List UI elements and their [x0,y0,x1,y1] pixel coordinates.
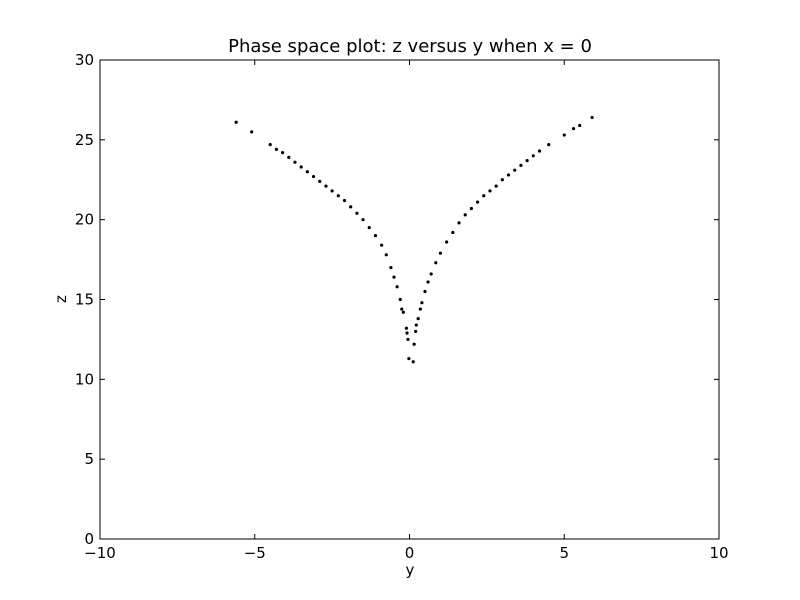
y-axis: 0 5 10 15 20 25 30 [75,51,719,548]
data-point [457,221,461,225]
data-point [305,170,309,174]
data-point [384,253,388,257]
data-point [590,115,594,120]
points-layer [234,115,594,364]
y-tick-label: 30 [75,51,94,69]
data-point [469,206,473,211]
data-point [475,200,480,204]
y-tick-label: 25 [75,131,94,149]
data-point [451,230,455,235]
data-point [500,178,504,182]
data-point [525,158,529,163]
data-point [571,127,576,131]
data-point [293,160,297,164]
data-point [434,261,438,265]
data-point [355,211,359,215]
data-point [438,251,443,255]
data-point [407,356,411,361]
data-point [324,184,328,188]
y-tick-label: 15 [75,291,94,309]
x-tick-label: 0 [405,544,415,562]
x-tick-label: −5 [244,544,266,562]
data-point [318,179,322,183]
data-point [405,331,409,335]
x-tick-label: 5 [559,544,569,562]
data-point [562,133,566,137]
data-point [420,301,424,305]
data-point [349,205,353,209]
data-point [423,289,427,294]
data-point [506,173,511,177]
data-point [395,285,399,289]
data-point [411,360,415,364]
data-point [274,147,279,152]
data-point [392,275,396,279]
data-point [513,168,517,172]
data-point [336,194,340,198]
data-point [400,307,404,311]
data-point [416,317,420,321]
y-axis-label: z [52,295,70,303]
data-point [482,194,486,198]
x-tick-label: 10 [709,544,728,562]
data-point [412,342,416,346]
data-point [406,337,410,342]
data-point [426,280,430,284]
data-point [445,240,449,244]
plot-frame [99,59,720,540]
data-point [330,189,334,193]
data-point [531,154,535,158]
y-tick-label: 10 [75,370,94,388]
data-point [342,198,347,203]
data-point [463,213,467,217]
data-point [414,323,418,327]
data-point [414,329,418,334]
y-tick-label: 20 [75,211,94,229]
data-point [418,307,422,311]
data-point [429,272,433,276]
data-point [494,184,498,188]
data-point [250,130,254,134]
chart-title: Phase space plot: z versus y when x = 0 [228,36,592,57]
data-point [404,326,408,330]
x-tick-label: −10 [84,544,116,562]
data-point [389,265,393,270]
data-point [537,149,542,153]
data-point [311,174,316,179]
data-point [361,218,365,222]
y-tick-label: 0 [84,530,94,548]
y-tick-label: 5 [84,450,94,468]
data-point [547,143,551,147]
data-point [519,163,523,167]
data-point [268,143,272,147]
data-point [578,123,582,128]
data-point [401,310,405,314]
x-axis-label: y [406,561,415,579]
data-point [488,189,492,193]
data-point [281,151,285,155]
data-point [234,120,238,124]
data-point [299,165,303,169]
data-point [367,226,371,230]
data-point [398,297,402,302]
data-point [287,155,291,159]
data-point [373,234,378,238]
x-axis: −10 −5 0 5 10 [84,60,729,562]
data-point [380,243,384,247]
